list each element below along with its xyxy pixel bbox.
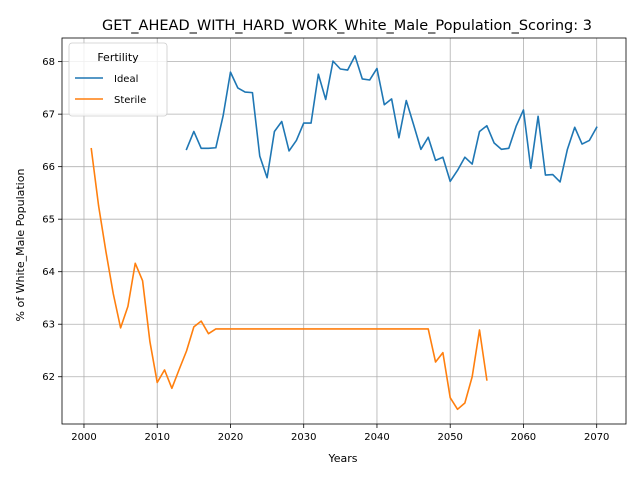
x-tick-label: 2070 bbox=[584, 432, 609, 443]
chart-title: GET_AHEAD_WITH_HARD_WORK_White_Male_Popu… bbox=[102, 18, 592, 34]
x-tick-label: 2060 bbox=[511, 432, 536, 443]
legend-title: Fertility bbox=[97, 51, 139, 64]
series-lines bbox=[90, 55, 598, 411]
y-tick-label: 63 bbox=[42, 320, 55, 331]
y-tick-label: 65 bbox=[42, 215, 55, 226]
x-tick-label: 2040 bbox=[364, 432, 389, 443]
grid-lines bbox=[62, 38, 626, 424]
y-tick-label: 62 bbox=[42, 372, 55, 383]
y-axis-ticks: 62 63 64 65 66 67 68 bbox=[42, 57, 62, 383]
x-tick-label: 2000 bbox=[71, 432, 96, 443]
y-tick-label: 66 bbox=[42, 162, 55, 173]
legend-label-ideal: Ideal bbox=[114, 74, 138, 85]
legend: Fertility Ideal Sterile bbox=[68, 42, 168, 117]
series-line-sterile bbox=[90, 147, 488, 411]
y-axis-label: % of White_Male Population bbox=[14, 169, 27, 322]
legend-label-sterile: Sterile bbox=[114, 95, 146, 106]
y-tick-label: 68 bbox=[42, 57, 55, 68]
x-axis-ticks: 2000 2010 2020 2030 2040 2050 2060 2070 bbox=[71, 424, 609, 443]
x-tick-label: 2050 bbox=[437, 432, 462, 443]
x-tick-label: 2010 bbox=[144, 432, 169, 443]
series-line-ideal bbox=[185, 55, 598, 183]
x-tick-label: 2030 bbox=[291, 432, 316, 443]
x-axis-label: Years bbox=[327, 452, 357, 465]
y-tick-label: 64 bbox=[42, 267, 55, 278]
y-tick-label: 67 bbox=[42, 110, 55, 121]
legend-box bbox=[68, 42, 168, 117]
plot-area-frame bbox=[61, 37, 627, 425]
x-tick-label: 2020 bbox=[218, 432, 243, 443]
